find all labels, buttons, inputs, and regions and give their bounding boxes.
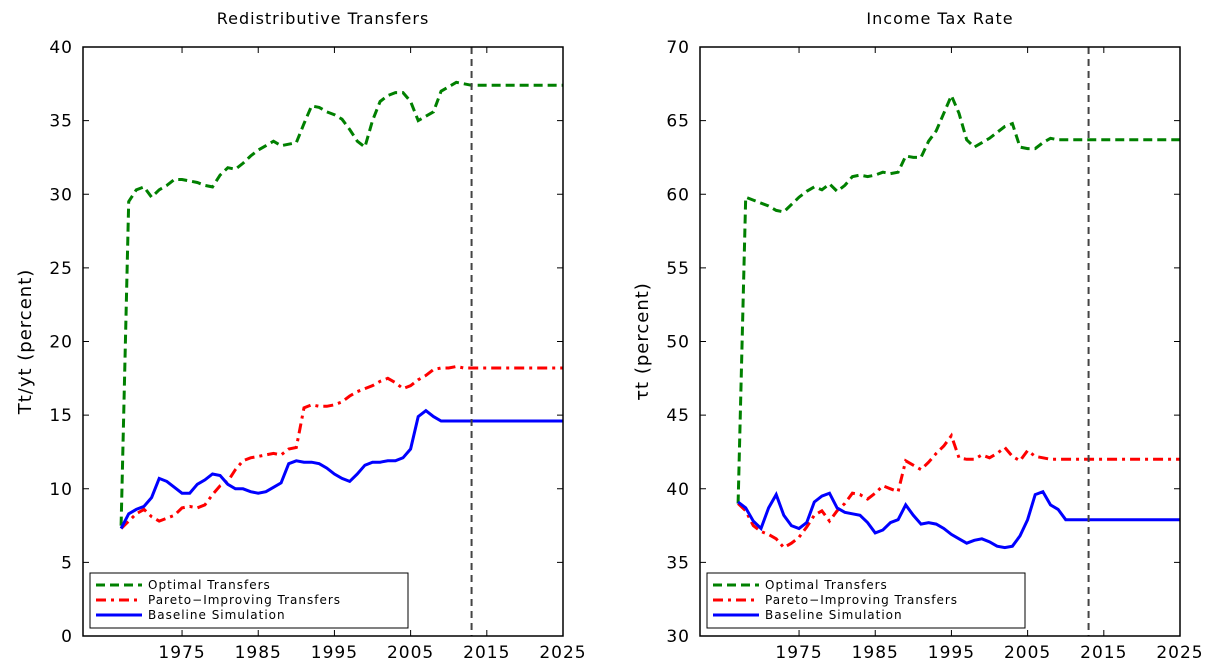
legend-label: Baseline Simulation xyxy=(765,608,903,622)
y-tick-label: 40 xyxy=(49,38,73,58)
x-tick-label: 2005 xyxy=(387,643,434,663)
legend-box xyxy=(706,572,1026,629)
x-tick-label: 2025 xyxy=(539,643,586,663)
y-tick-label: 25 xyxy=(49,259,73,279)
series-line xyxy=(737,432,1180,550)
chart-title: Redistributive Transfers xyxy=(217,9,430,28)
chart-title: Income Tax Rate xyxy=(866,9,1013,28)
x-tick-label: 1985 xyxy=(852,643,899,663)
series-line xyxy=(736,91,1180,504)
x-tick-label: 1995 xyxy=(311,643,358,663)
y-tick-label: 15 xyxy=(49,406,73,426)
y-tick-label: 30 xyxy=(666,627,690,647)
x-tick-label: 1995 xyxy=(928,643,975,663)
y-tick-label: 70 xyxy=(666,38,690,58)
y-tick-label: 50 xyxy=(666,333,690,353)
series-line xyxy=(737,489,1180,550)
y-axis-label: τt (percent) xyxy=(632,282,653,401)
plot-frame xyxy=(699,46,1181,637)
y-tick-label: 55 xyxy=(666,259,690,279)
chart-panel: Income Tax Rate τt (percent) 30 35 40 45 50 55 6… xyxy=(632,9,1203,663)
legend-box xyxy=(89,572,409,629)
y-tick-label: 10 xyxy=(49,480,73,500)
chart-panel: Redistributive Transfers Tt/yt (percent) 0… xyxy=(15,9,586,663)
series-line xyxy=(120,364,563,530)
y-tick-label: 60 xyxy=(666,185,690,205)
legend-label: Pareto−Improving Transfers xyxy=(148,593,341,607)
legend-label: Optimal Transfers xyxy=(765,578,888,592)
y-tick-label: 0 xyxy=(61,627,73,647)
y-tick-label: 65 xyxy=(666,112,690,132)
y-tick-label: 20 xyxy=(49,333,73,353)
x-tick-label: 2005 xyxy=(1004,643,1051,663)
series-line xyxy=(119,408,563,530)
y-axis-label: Tt/yt (percent) xyxy=(15,269,36,416)
x-tick-label: 1975 xyxy=(158,643,205,663)
x-tick-label: 2025 xyxy=(1156,643,1203,663)
plot-frame xyxy=(82,46,564,637)
legend-label: Baseline Simulation xyxy=(148,608,286,622)
y-tick-label: 35 xyxy=(666,553,690,573)
x-tick-label: 1985 xyxy=(235,643,282,663)
y-tick-label: 5 xyxy=(61,553,73,573)
x-tick-label: 1975 xyxy=(775,643,822,663)
y-tick-label: 35 xyxy=(49,112,73,132)
y-tick-label: 45 xyxy=(666,406,690,426)
legend-label: Pareto−Improving Transfers xyxy=(765,593,958,607)
legend-label: Optimal Transfers xyxy=(148,578,271,592)
y-tick-label: 30 xyxy=(49,185,73,205)
x-tick-label: 2015 xyxy=(463,643,510,663)
x-tick-label: 2015 xyxy=(1080,643,1127,663)
series-line xyxy=(119,80,563,526)
y-tick-label: 40 xyxy=(666,480,690,500)
